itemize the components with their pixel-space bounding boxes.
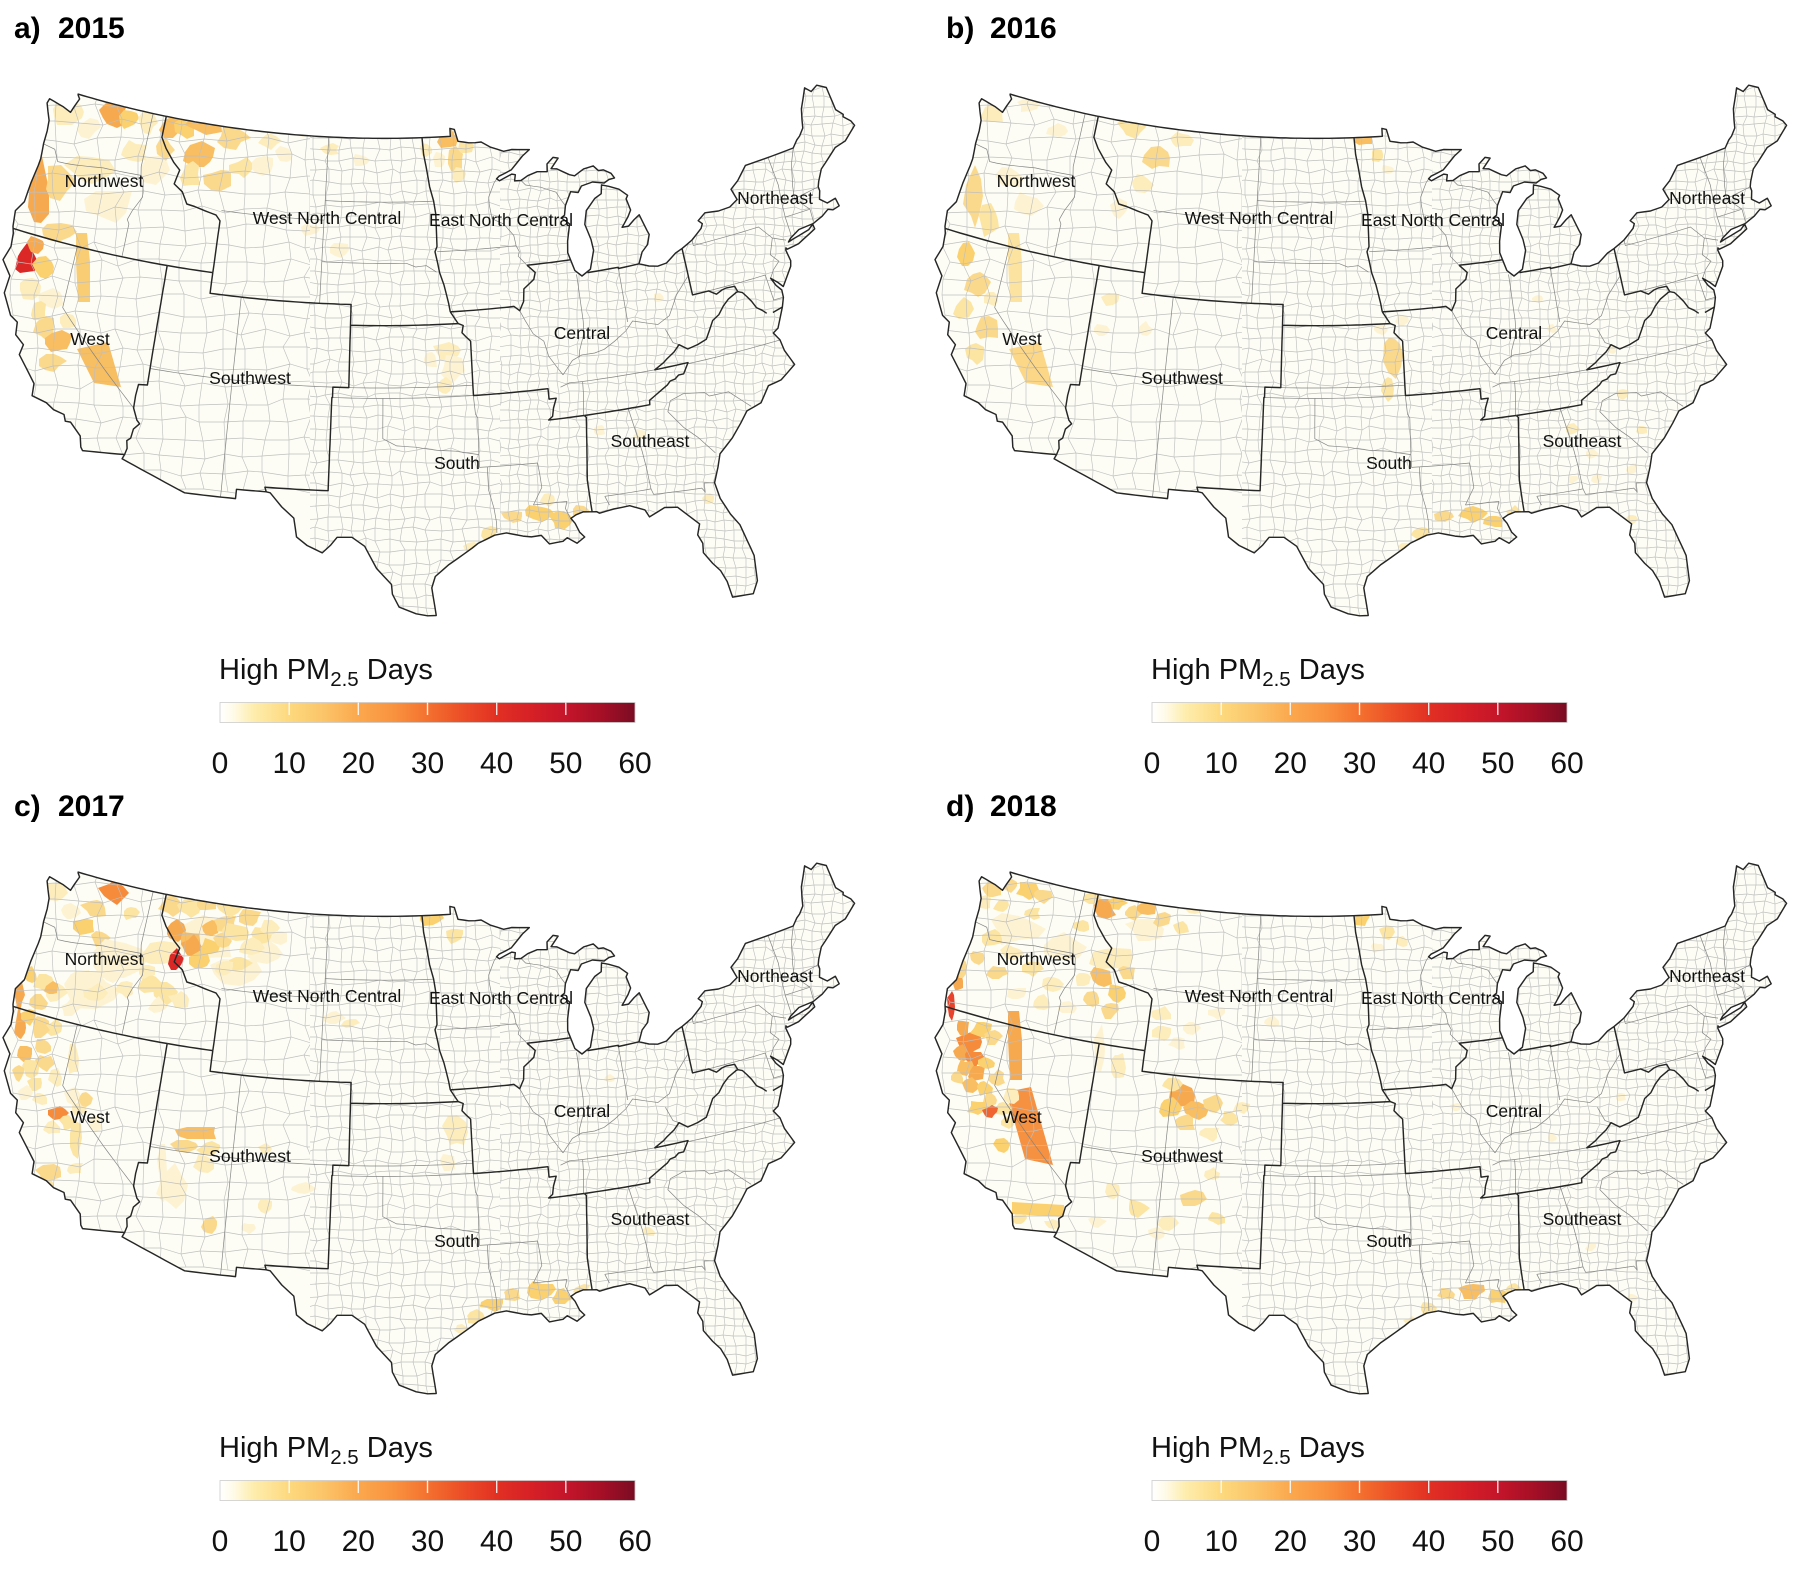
svg-text:b)2016: b) 2016 [946, 12, 1057, 45]
svg-text:a)2015: a) 2015 [14, 12, 125, 45]
svg-text:d)2018: d) 2018 [946, 790, 1057, 823]
svg-text:c)2017: c) 2017 [14, 790, 125, 823]
